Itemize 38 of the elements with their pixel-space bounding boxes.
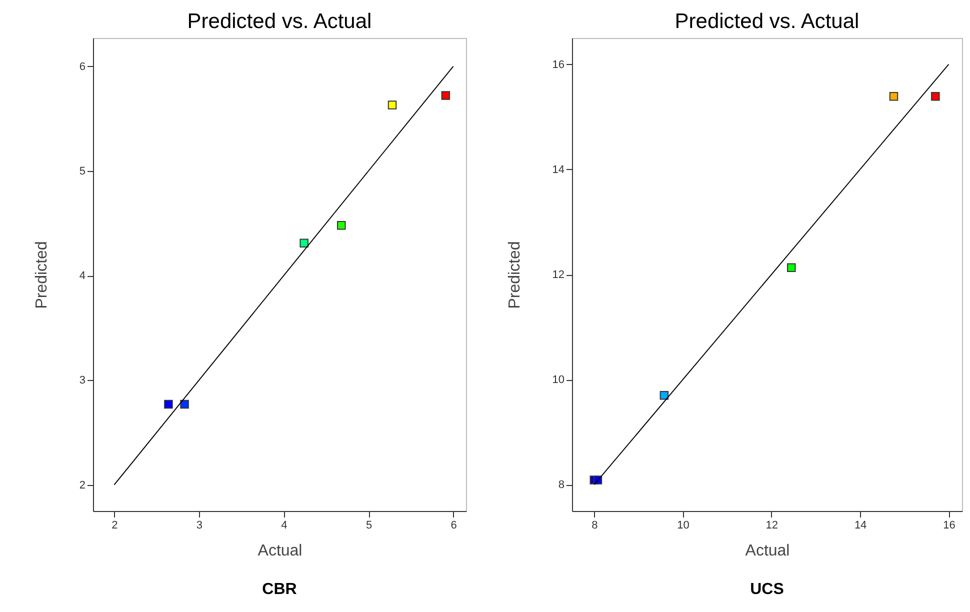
x-tick-label: 6 (450, 520, 457, 532)
point (337, 220, 346, 230)
y-tick-label: 5 (79, 165, 86, 178)
x-tick-label: 8 (592, 520, 598, 532)
point (164, 400, 173, 409)
x-tick-label: 3 (196, 520, 203, 532)
point (787, 263, 796, 272)
y-axis-title: Predicted (506, 241, 524, 309)
y-tick-label: 10 (552, 374, 564, 386)
x-tick-label: 5 (366, 520, 372, 532)
x-tick-label: 2 (112, 520, 118, 532)
x-axis-title: Actual (258, 542, 302, 560)
y-tick-label: 2 (79, 479, 86, 492)
y-tick-label: 12 (552, 269, 564, 281)
chart-title: Predicted vs. Actual (674, 10, 860, 33)
point (441, 91, 450, 100)
x-tick-label: 12 (766, 520, 778, 532)
x-tick-label: 16 (943, 520, 956, 532)
y-tick-label: 16 (552, 58, 564, 71)
text: UCS (750, 581, 784, 598)
y-tick-label: 14 (552, 164, 564, 176)
y-tick-label: 3 (79, 374, 86, 387)
y-tick-label: 8 (558, 479, 564, 492)
point (660, 391, 669, 400)
point (300, 238, 308, 248)
chart-title: Predicted vs. Actual (187, 10, 372, 33)
point (388, 100, 397, 110)
point (931, 92, 940, 101)
x-tick-label: 4 (281, 520, 288, 532)
x-tick-label: 14 (854, 520, 867, 532)
text: CBR (262, 581, 298, 598)
y-tick-label: 6 (79, 60, 86, 73)
x-tick-label: 10 (677, 520, 690, 532)
y-axis-title: Predicted (33, 241, 50, 309)
point (889, 92, 898, 101)
point (180, 400, 189, 409)
x-axis-title: Actual (745, 542, 790, 560)
y-tick-label: 4 (79, 270, 86, 282)
